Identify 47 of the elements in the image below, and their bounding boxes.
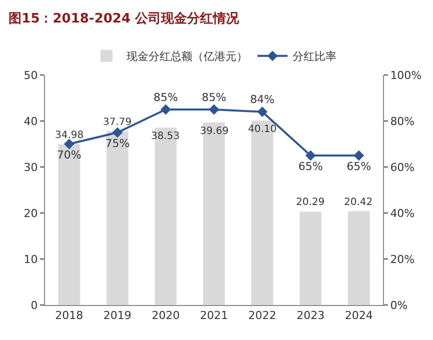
legend-label: 分红比率 bbox=[292, 50, 336, 64]
y2-tick-label: 80% bbox=[390, 114, 415, 128]
data-label: 20.29 bbox=[296, 197, 325, 208]
x-tick-label: 2023 bbox=[296, 309, 325, 322]
x-tick-label: 2022 bbox=[248, 309, 276, 322]
y-tick-label: 30 bbox=[24, 160, 38, 174]
data-label: 34.98 bbox=[55, 130, 84, 141]
data-label: 37.79 bbox=[103, 117, 132, 128]
data-label: 85% bbox=[153, 90, 178, 104]
point bbox=[305, 150, 316, 161]
point bbox=[354, 150, 364, 161]
legend-label: 现金分红总额（亿港元） bbox=[126, 50, 248, 64]
bar bbox=[106, 130, 129, 305]
y-tick-label: 40 bbox=[24, 114, 38, 128]
x-tick-label: 2020 bbox=[152, 309, 180, 322]
x-tick-label: 2024 bbox=[344, 309, 373, 322]
bar bbox=[58, 144, 80, 305]
y2-tick-label: 20% bbox=[390, 252, 415, 266]
y2-tick-label: 60% bbox=[390, 160, 415, 174]
y2-tick-label: 40% bbox=[390, 206, 415, 220]
point bbox=[208, 104, 220, 115]
point bbox=[64, 138, 74, 150]
point bbox=[160, 104, 171, 115]
y-tick-label: 20 bbox=[24, 206, 38, 220]
data-label: 39.69 bbox=[200, 126, 229, 137]
point bbox=[112, 127, 123, 138]
bar bbox=[348, 210, 370, 305]
data-label: 40.10 bbox=[248, 124, 277, 135]
data-label: 38.53 bbox=[151, 131, 180, 142]
y-tick-label: 10 bbox=[24, 252, 38, 266]
x-tick-label: 2021 bbox=[200, 309, 228, 322]
data-label: 65% bbox=[346, 160, 372, 173]
data-label: 65% bbox=[298, 160, 323, 173]
y2-tick-label: 100% bbox=[390, 68, 422, 82]
data-label: 85% bbox=[202, 90, 226, 104]
data-label: 84% bbox=[250, 93, 275, 106]
data-label: 70% bbox=[56, 148, 82, 162]
bar bbox=[299, 211, 322, 305]
y2-tick-label: 0% bbox=[390, 298, 408, 312]
data-label: 75% bbox=[105, 136, 130, 150]
point bbox=[257, 106, 268, 117]
x-tick-label: 2019 bbox=[103, 309, 132, 322]
data-label: 20.42 bbox=[344, 197, 373, 208]
y-tick-label: 0 bbox=[30, 298, 38, 312]
chart-title: 图15：2018-2024 公司现金分红情况 bbox=[8, 12, 240, 27]
x-tick-label: 2018 bbox=[55, 309, 84, 322]
y-tick-label: 50 bbox=[24, 68, 38, 82]
